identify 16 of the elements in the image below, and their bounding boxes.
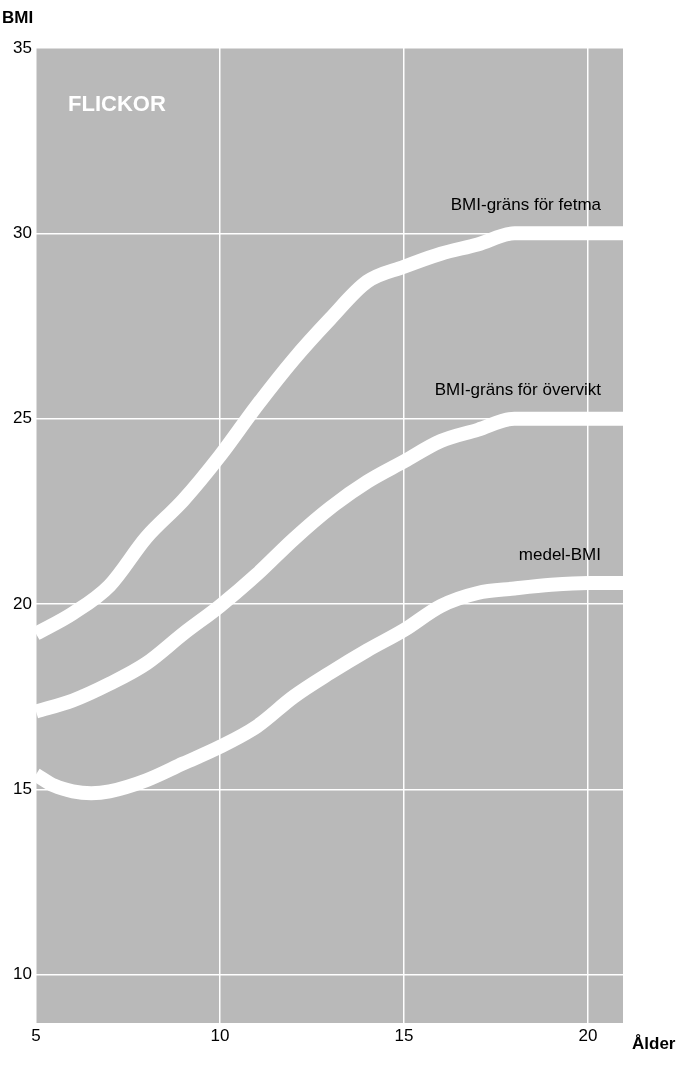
y-tick-label: 10	[13, 964, 32, 984]
text: FLICKOR	[68, 91, 166, 117]
x-tick-label: 10	[210, 1025, 230, 1045]
y-tick-label: 35	[13, 37, 32, 57]
series-label: BMI-gräns för fetma	[450, 195, 602, 215]
series-label: BMI-gräns för övervikt	[434, 380, 602, 400]
y-tick-label: 20	[13, 593, 32, 613]
y-axis-title: BMI	[2, 7, 34, 27]
series-label: medel-BMI	[518, 544, 601, 564]
y-tick-label: 30	[13, 223, 32, 243]
y-tick-label: 25	[13, 408, 32, 428]
x-axis-title: Ålder	[632, 1033, 676, 1053]
x-tick-label: 20	[578, 1025, 598, 1045]
x-tick-label: 15	[394, 1025, 414, 1045]
x-tick-label: 5	[31, 1025, 41, 1045]
y-tick-label: 15	[13, 779, 32, 799]
